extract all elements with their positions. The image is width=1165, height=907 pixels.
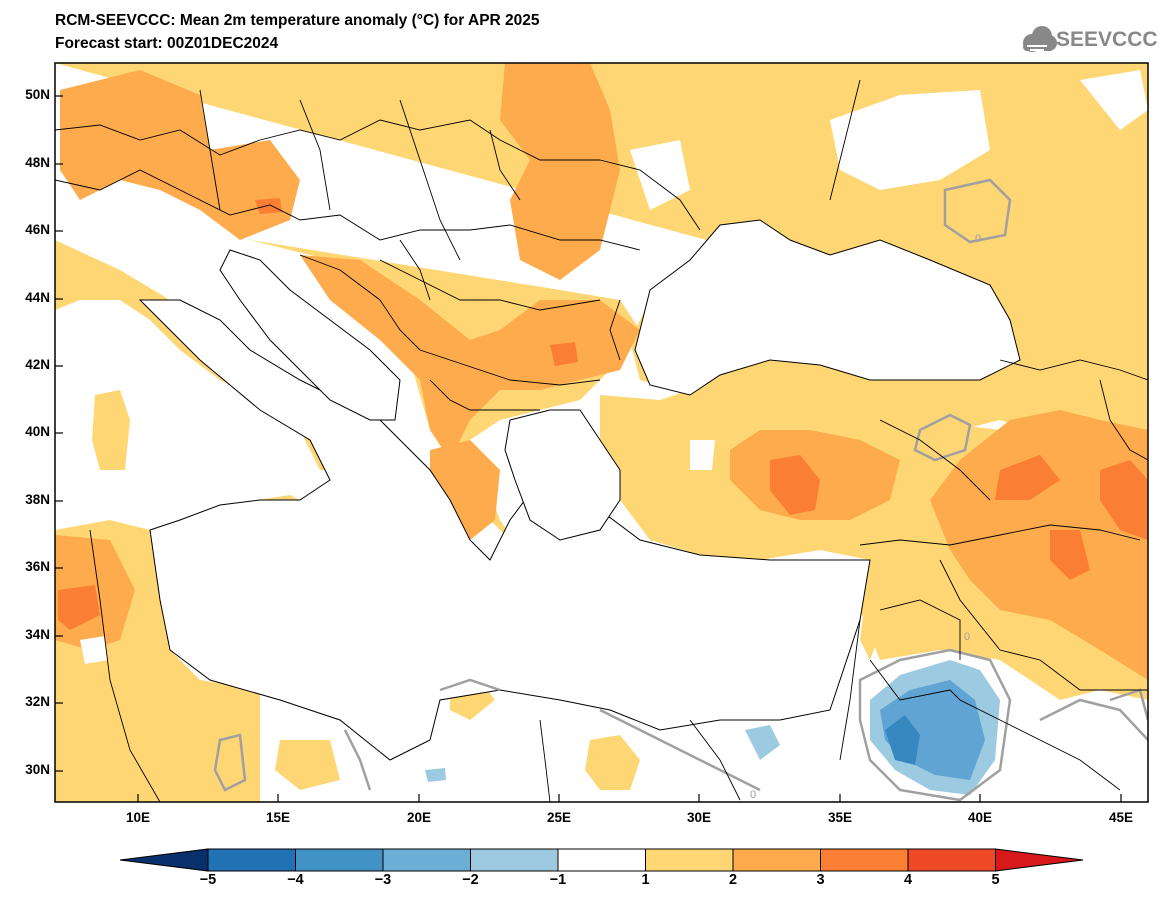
lat-label: 34N [25,627,50,642]
anom-3-4-zagros [1100,460,1148,540]
anom-3-4-tunisia [58,585,100,630]
colorbar [119,848,1084,872]
lon-label: 20E [406,810,432,825]
neutral-patch-algeria [80,636,108,664]
contour-label-3: 0 [750,789,756,801]
country-borders [55,79,1148,802]
lon-label: 15E [265,810,291,825]
contour-label: 0 [975,233,981,245]
lat-label: 42N [25,357,50,372]
map-title: RCM-SEEVCCC: Mean 2m temperature anomaly… [55,12,540,29]
anom-3-4-iran [995,455,1060,500]
lon-label: 25E [546,810,572,825]
lat-label: 44N [25,290,50,305]
colorbar-label: 3 [816,872,825,888]
anom-2-3-greece [430,440,500,540]
colorbar-label: −1 [549,872,567,888]
lon-label: 10E [125,810,151,825]
colorbar-label: 1 [641,872,650,888]
forecast-start: Forecast start: 00Z01DEC2024 [55,35,279,52]
lon-label: 30E [686,810,712,825]
colorbar-label: 5 [991,872,1000,888]
lat-label: 38N [25,492,50,507]
anom-2-3-ukraine [500,63,620,280]
lat-label: 32N [25,694,50,709]
anom-3-4-austria [255,198,282,214]
anom-2-3-pannonia [300,255,640,460]
axis-ticks [55,95,1122,802]
neutral-patch-russia [830,90,990,190]
land-egypt-patch [585,735,640,790]
colorbar-label: 4 [903,872,913,888]
contour-label-2: 0 [964,631,970,643]
lat-label: 30N [25,762,50,777]
colorbar-arrow-high [995,848,1084,872]
colorbar-label: −5 [199,872,217,888]
anom-3-4-bulgaria [550,342,578,366]
anom-2-3-caucasus [930,410,1148,680]
neutral-patch-caspian [1080,70,1148,130]
colorbar-label: 2 [728,872,738,888]
colorbar-arrow-low [119,848,209,872]
colorbar-label: −4 [287,872,304,888]
lon-label: 35E [827,810,853,825]
land-levant [860,560,890,660]
land-sardinia [92,390,130,470]
lon-label: 45E [1108,810,1134,825]
logo-text: SEEVCCC [1056,28,1158,51]
mediterranean-sea [138,299,871,761]
lon-label: 40E [967,810,993,825]
lat-label: 40N [25,424,50,439]
anom-3-4-syria [1050,530,1090,580]
colorbar-label: −2 [462,872,479,888]
lat-label: 46N [25,222,50,237]
anom-3-4-anatolia [770,455,820,515]
cloud-icon [1023,26,1057,52]
neutral-patch-ukraine [630,140,690,210]
anom-neg-small-libya [425,768,446,782]
anom-2-3-central-europe [60,70,300,240]
land-cyrenaica-patch [275,740,340,790]
black-sea [634,219,1021,396]
anom-neg-small-nile [745,725,780,760]
lat-label: 48N [25,155,50,170]
neutral-patch-turkey [690,440,715,470]
adriatic-sea [219,249,401,421]
anom-neg-3-4 [885,715,920,765]
lat-label: 50N [25,87,50,102]
lat-label: 36N [25,559,50,574]
aegean-sea [504,409,621,541]
colorbar-label: −3 [374,872,392,888]
